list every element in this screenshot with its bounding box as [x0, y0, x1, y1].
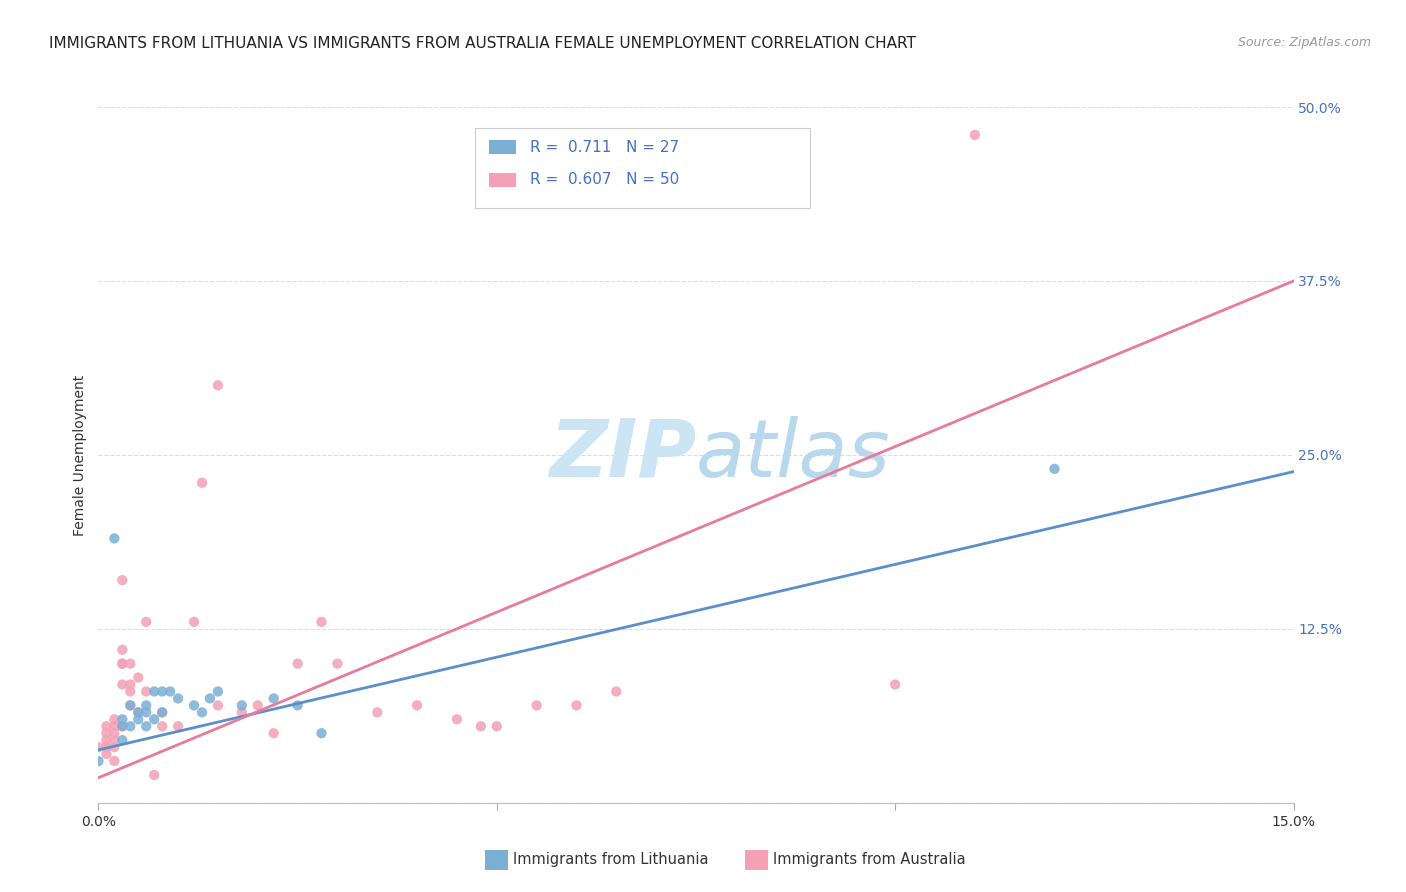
Point	[406, 698, 429, 713]
Point	[470, 719, 492, 733]
Point	[111, 719, 134, 733]
Text: Source: ZipAtlas.com: Source: ZipAtlas.com	[1237, 36, 1371, 49]
Point	[565, 698, 588, 713]
Point	[135, 719, 157, 733]
Point	[263, 726, 285, 740]
Point	[446, 712, 468, 726]
Point	[150, 719, 173, 733]
Point	[963, 128, 986, 142]
Point	[198, 691, 221, 706]
Point	[96, 740, 118, 755]
Point	[96, 747, 118, 761]
Point	[231, 706, 253, 720]
Point	[103, 754, 125, 768]
Point	[150, 706, 173, 720]
Text: IMMIGRANTS FROM LITHUANIA VS IMMIGRANTS FROM AUSTRALIA FEMALE UNEMPLOYMENT CORRE: IMMIGRANTS FROM LITHUANIA VS IMMIGRANTS …	[49, 36, 917, 51]
Point	[135, 706, 157, 720]
Point	[120, 719, 142, 733]
Point	[103, 733, 125, 747]
Point	[111, 642, 134, 657]
Point	[111, 657, 134, 671]
Point	[103, 712, 125, 726]
Point	[287, 657, 309, 671]
Point	[150, 684, 173, 698]
FancyBboxPatch shape	[489, 172, 516, 187]
Text: Immigrants from Australia: Immigrants from Australia	[773, 853, 966, 867]
Point	[120, 684, 142, 698]
Point	[111, 657, 134, 671]
Point	[366, 706, 388, 720]
Point	[183, 698, 205, 713]
Point	[127, 706, 149, 720]
Point	[311, 726, 333, 740]
Point	[1043, 462, 1066, 476]
FancyBboxPatch shape	[475, 128, 810, 208]
Point	[143, 768, 166, 782]
Point	[207, 684, 229, 698]
Point	[167, 719, 190, 733]
Point	[96, 726, 118, 740]
Point	[135, 615, 157, 629]
Point	[287, 698, 309, 713]
Point	[311, 615, 333, 629]
Point	[207, 698, 229, 713]
Point	[143, 712, 166, 726]
Point	[127, 712, 149, 726]
Point	[103, 719, 125, 733]
Point	[87, 740, 110, 755]
Point	[120, 677, 142, 691]
Point	[111, 677, 134, 691]
Text: R =  0.607   N = 50: R = 0.607 N = 50	[530, 172, 679, 187]
Point	[231, 698, 253, 713]
Text: Immigrants from Lithuania: Immigrants from Lithuania	[513, 853, 709, 867]
Text: R =  0.711   N = 27: R = 0.711 N = 27	[530, 140, 679, 154]
FancyBboxPatch shape	[489, 140, 516, 154]
Point	[120, 657, 142, 671]
Point	[96, 733, 118, 747]
Point	[159, 684, 181, 698]
Point	[485, 719, 508, 733]
Point	[111, 733, 134, 747]
Point	[103, 726, 125, 740]
Point	[150, 706, 173, 720]
Point	[87, 754, 110, 768]
Point	[120, 698, 142, 713]
Point	[120, 698, 142, 713]
Y-axis label: Female Unemployment: Female Unemployment	[73, 375, 87, 535]
Point	[207, 378, 229, 392]
Text: ZIP: ZIP	[548, 416, 696, 494]
Point	[167, 691, 190, 706]
Point	[135, 684, 157, 698]
Point	[103, 532, 125, 546]
Point	[135, 698, 157, 713]
Point	[127, 671, 149, 685]
Point	[263, 691, 285, 706]
Point	[191, 706, 214, 720]
Point	[183, 615, 205, 629]
Point	[103, 740, 125, 755]
Point	[191, 475, 214, 490]
Point	[111, 712, 134, 726]
Point	[111, 573, 134, 587]
Point	[326, 657, 349, 671]
Point	[96, 719, 118, 733]
Point	[143, 684, 166, 698]
Point	[127, 706, 149, 720]
Point	[246, 698, 269, 713]
Point	[526, 698, 548, 713]
Point	[111, 719, 134, 733]
Text: atlas: atlas	[696, 416, 891, 494]
Point	[605, 684, 627, 698]
Point	[884, 677, 907, 691]
